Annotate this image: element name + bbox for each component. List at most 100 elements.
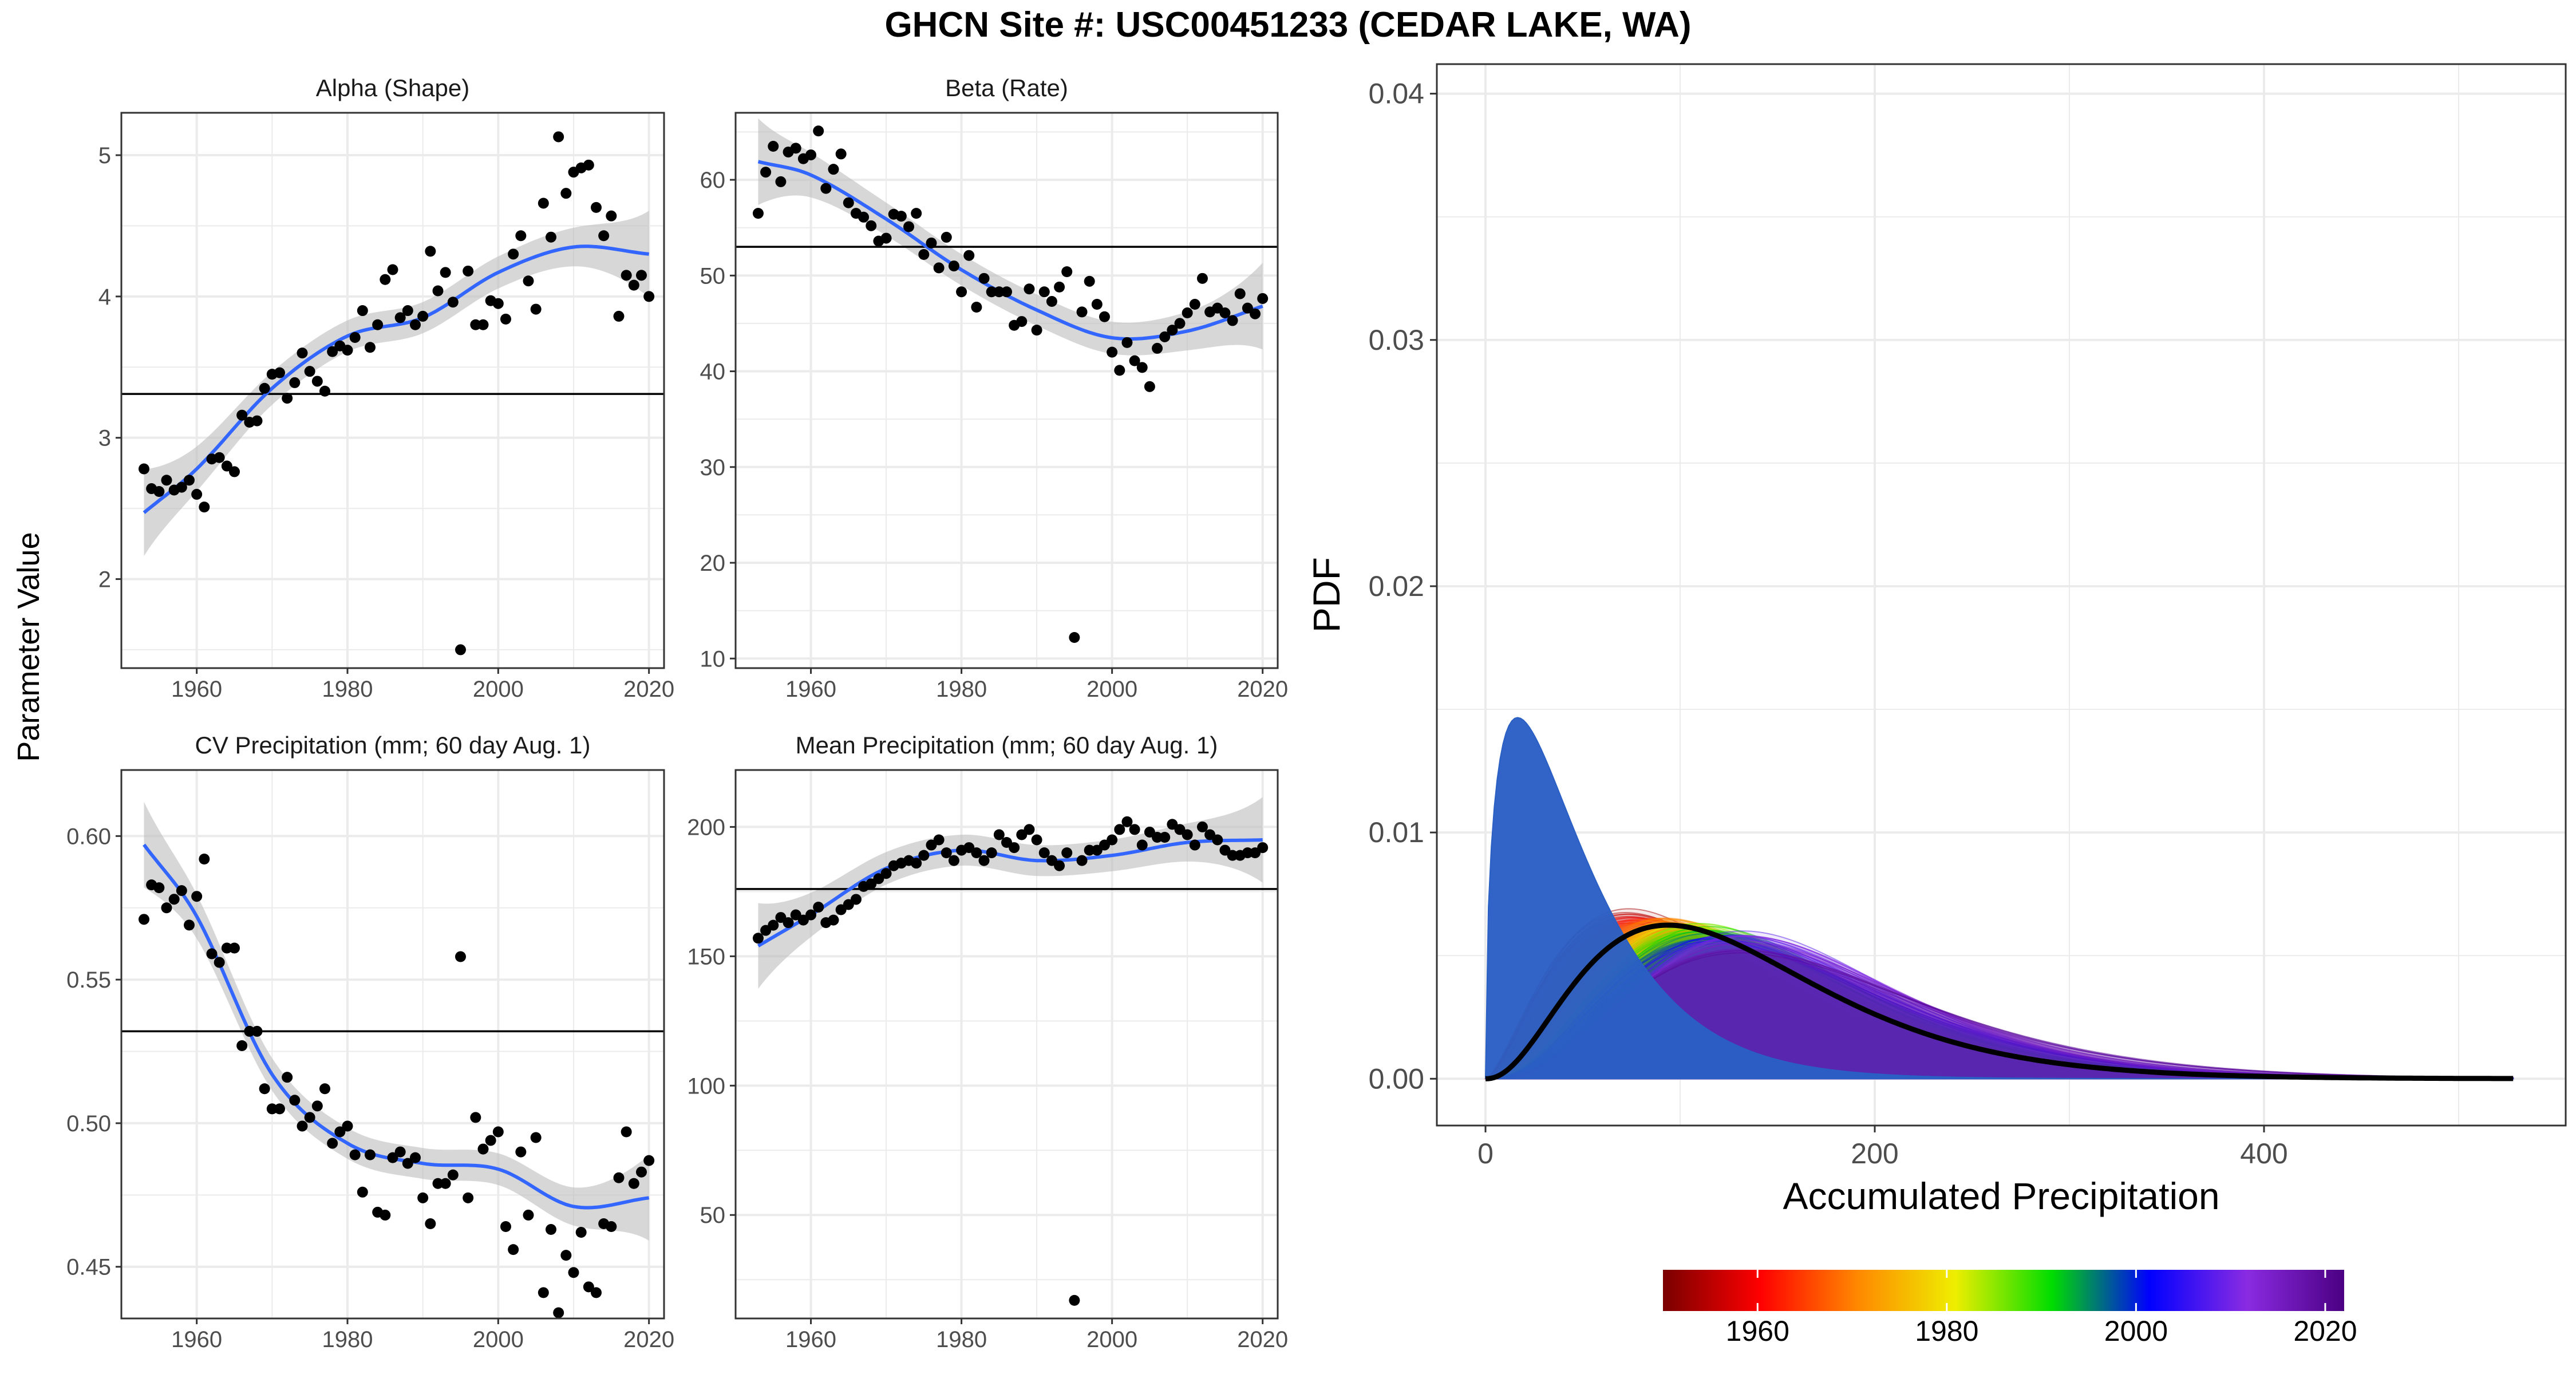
data-point bbox=[266, 1103, 278, 1115]
data-point bbox=[455, 951, 466, 962]
data-point bbox=[1219, 307, 1231, 319]
data-point bbox=[1031, 834, 1042, 846]
data-point bbox=[1091, 298, 1103, 310]
data-point bbox=[978, 855, 990, 866]
y-tick-label: 0.03 bbox=[1369, 324, 1424, 356]
data-point bbox=[1242, 847, 1253, 859]
data-point bbox=[139, 463, 149, 475]
data-point bbox=[440, 1178, 451, 1189]
data-point bbox=[1099, 311, 1110, 322]
data-point bbox=[297, 1120, 308, 1132]
colorbar-gradient bbox=[1663, 1270, 2344, 1311]
y-tick-label: 30 bbox=[700, 455, 726, 480]
data-point bbox=[1136, 839, 1148, 851]
data-point bbox=[236, 409, 248, 421]
data-point bbox=[621, 270, 632, 281]
data-point bbox=[752, 208, 764, 219]
data-point bbox=[628, 279, 639, 291]
data-point bbox=[880, 868, 892, 879]
data-point bbox=[538, 198, 549, 209]
data-point bbox=[775, 176, 787, 187]
data-point bbox=[372, 319, 384, 330]
data-point bbox=[274, 1103, 285, 1115]
panel-title: Mean Precipitation (mm; 60 day Aug. 1) bbox=[796, 732, 1218, 759]
data-point bbox=[168, 894, 180, 905]
data-point bbox=[1076, 855, 1088, 866]
data-point bbox=[911, 858, 922, 869]
data-point bbox=[199, 853, 210, 864]
data-point bbox=[274, 367, 285, 378]
data-point bbox=[349, 1149, 361, 1160]
data-point bbox=[425, 1218, 436, 1229]
data-point bbox=[598, 230, 610, 242]
data-point bbox=[1174, 318, 1186, 329]
data-point bbox=[1144, 381, 1155, 392]
data-point bbox=[417, 1192, 429, 1203]
y-tick-label: 0.00 bbox=[1369, 1063, 1424, 1095]
data-point bbox=[978, 273, 990, 284]
data-point bbox=[1129, 355, 1140, 366]
data-point bbox=[583, 159, 594, 171]
data-point bbox=[591, 1287, 602, 1298]
data-point bbox=[365, 1149, 376, 1160]
x-tick-label: 1980 bbox=[322, 1327, 373, 1352]
data-point bbox=[334, 1126, 346, 1138]
data-point bbox=[508, 248, 519, 260]
data-point bbox=[206, 948, 218, 960]
data-point bbox=[813, 125, 824, 137]
data-point bbox=[613, 310, 625, 322]
data-point bbox=[191, 488, 203, 500]
x-tick-label: 1960 bbox=[785, 677, 836, 702]
data-point bbox=[236, 1040, 248, 1052]
data-point bbox=[880, 232, 892, 244]
data-point bbox=[153, 485, 165, 497]
data-point bbox=[1257, 293, 1269, 304]
data-point bbox=[394, 1146, 406, 1158]
data-point bbox=[425, 246, 436, 257]
data-point bbox=[933, 262, 945, 274]
data-point bbox=[410, 319, 421, 330]
figure-title: GHCN Site #: USC00451233 (CEDAR LAKE, WA… bbox=[884, 5, 1692, 45]
data-point bbox=[463, 265, 474, 277]
panel-title: CV Precipitation (mm; 60 day Aug. 1) bbox=[195, 732, 591, 759]
data-point bbox=[184, 919, 195, 931]
data-point bbox=[560, 188, 572, 199]
data-point bbox=[394, 312, 406, 323]
confidence-ribbon bbox=[758, 118, 1263, 356]
smooth-line bbox=[757, 160, 1263, 341]
y-tick-label: 150 bbox=[687, 944, 725, 969]
x-tick-label: 2000 bbox=[473, 677, 524, 702]
data-point bbox=[1061, 847, 1073, 859]
data-point bbox=[176, 885, 187, 897]
x-tick-label: 1960 bbox=[171, 677, 222, 702]
x-tick-label: 2020 bbox=[1237, 1327, 1288, 1352]
data-point bbox=[628, 1178, 639, 1189]
data-point bbox=[583, 1281, 594, 1293]
data-point bbox=[1152, 342, 1163, 354]
data-point bbox=[835, 148, 847, 160]
data-point bbox=[1234, 288, 1246, 299]
data-point bbox=[993, 286, 1005, 298]
data-point bbox=[432, 1178, 444, 1189]
colorbar-tick-label: 1960 bbox=[1726, 1315, 1789, 1347]
data-point bbox=[380, 1209, 391, 1221]
data-point bbox=[515, 1146, 527, 1158]
data-point bbox=[1038, 286, 1050, 298]
x-tick-label: 0 bbox=[1477, 1138, 1494, 1170]
data-point bbox=[297, 348, 308, 359]
data-point bbox=[463, 1192, 474, 1203]
data-point bbox=[933, 834, 945, 846]
data-point bbox=[1159, 831, 1171, 843]
data-point bbox=[229, 466, 240, 477]
data-point bbox=[553, 1307, 564, 1318]
y-tick-label: 5 bbox=[98, 143, 111, 168]
data-point bbox=[161, 902, 172, 914]
x-axis-label: Accumulated Precipitation bbox=[1783, 1175, 2219, 1217]
data-point bbox=[327, 1138, 338, 1149]
data-point bbox=[1031, 325, 1042, 336]
data-point bbox=[349, 331, 361, 343]
data-point bbox=[1114, 365, 1125, 376]
data-point bbox=[546, 1224, 556, 1235]
data-point bbox=[948, 260, 959, 272]
panel-border bbox=[734, 769, 1279, 1320]
